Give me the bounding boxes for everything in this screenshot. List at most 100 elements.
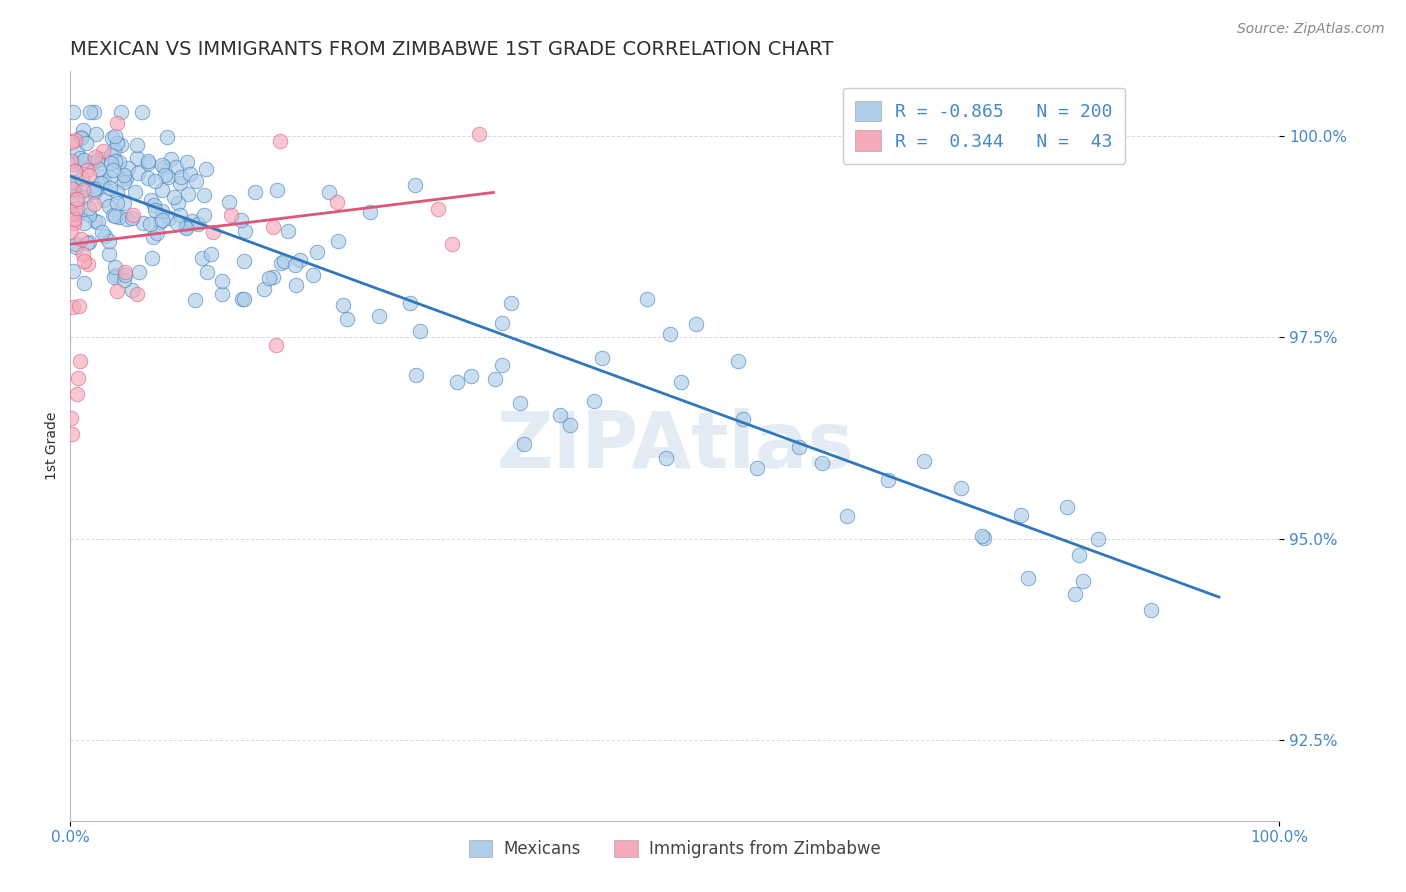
Point (302, 268, 325, 282)
Point (460, 369, 482, 384)
Point (69, 205, 91, 219)
Point (326, 194, 349, 209)
Point (105, 284, 128, 298)
Point (138, 170, 160, 185)
Point (141, 251, 163, 265)
Point (558, 418, 581, 433)
Point (150, 213, 173, 227)
Point (66, 201, 89, 215)
Point (160, 152, 183, 166)
Point (69, 131, 91, 145)
Point (105, 116, 128, 130)
Point (66, 386, 89, 401)
Point (157, 211, 180, 225)
Point (1017, 571, 1039, 585)
Point (83, 181, 105, 195)
Point (186, 174, 208, 188)
Point (93, 169, 115, 183)
Point (170, 169, 193, 184)
Point (145, 226, 167, 240)
Point (193, 208, 215, 222)
Point (194, 161, 217, 176)
Point (124, 185, 146, 199)
Point (86, 215, 108, 229)
Point (270, 256, 292, 270)
Point (446, 375, 468, 389)
Point (499, 296, 522, 310)
Point (368, 310, 391, 324)
Point (66, 192, 89, 206)
Point (105, 196, 128, 211)
Point (177, 186, 200, 201)
Point (62, 184, 84, 198)
Point (195, 265, 218, 279)
Point (811, 456, 834, 470)
Point (75, 136, 97, 150)
Point (1071, 574, 1094, 588)
Point (427, 202, 450, 216)
Point (103, 269, 125, 284)
Point (1067, 548, 1090, 562)
Point (174, 219, 197, 234)
Point (1140, 603, 1163, 617)
Point (187, 217, 209, 231)
Point (136, 154, 159, 169)
Point (101, 131, 124, 145)
Point (62, 175, 84, 189)
Point (211, 286, 233, 301)
Point (359, 205, 381, 219)
Point (591, 351, 613, 365)
Point (83, 104, 105, 119)
Point (169, 176, 191, 190)
Point (184, 293, 207, 307)
Point (404, 178, 426, 193)
Point (62, 264, 84, 278)
Point (77, 201, 100, 215)
Point (288, 252, 311, 267)
Point (60, 426, 83, 441)
Point (125, 286, 148, 301)
Point (243, 185, 266, 199)
Point (219, 208, 242, 222)
Point (117, 161, 139, 175)
Point (550, 409, 572, 423)
Point (150, 183, 173, 197)
Point (83, 185, 105, 199)
Point (60, 226, 83, 240)
Point (59, 154, 82, 169)
Point (67, 300, 90, 314)
Point (266, 183, 288, 197)
Point (328, 234, 350, 248)
Point (86, 181, 108, 195)
Point (65, 240, 87, 254)
Point (253, 282, 276, 296)
Point (110, 105, 132, 120)
Point (685, 317, 707, 331)
Point (83, 197, 105, 211)
Point (104, 260, 127, 274)
Point (93, 175, 115, 189)
Point (69, 151, 91, 165)
Point (138, 217, 160, 231)
Point (110, 138, 132, 153)
Point (70, 170, 93, 185)
Point (441, 236, 464, 251)
Point (73, 276, 96, 290)
Point (950, 481, 973, 495)
Point (176, 154, 198, 169)
Point (513, 437, 536, 451)
Point (112, 273, 135, 287)
Point (76, 235, 98, 250)
Point (105, 136, 128, 150)
Point (62, 176, 84, 190)
Point (1087, 532, 1109, 546)
Point (191, 251, 214, 265)
Point (166, 216, 188, 230)
Point (84, 214, 107, 228)
Point (72, 183, 94, 197)
Point (139, 194, 162, 208)
Point (269, 134, 291, 148)
Point (180, 214, 202, 228)
Point (257, 271, 280, 285)
Point (583, 393, 606, 408)
